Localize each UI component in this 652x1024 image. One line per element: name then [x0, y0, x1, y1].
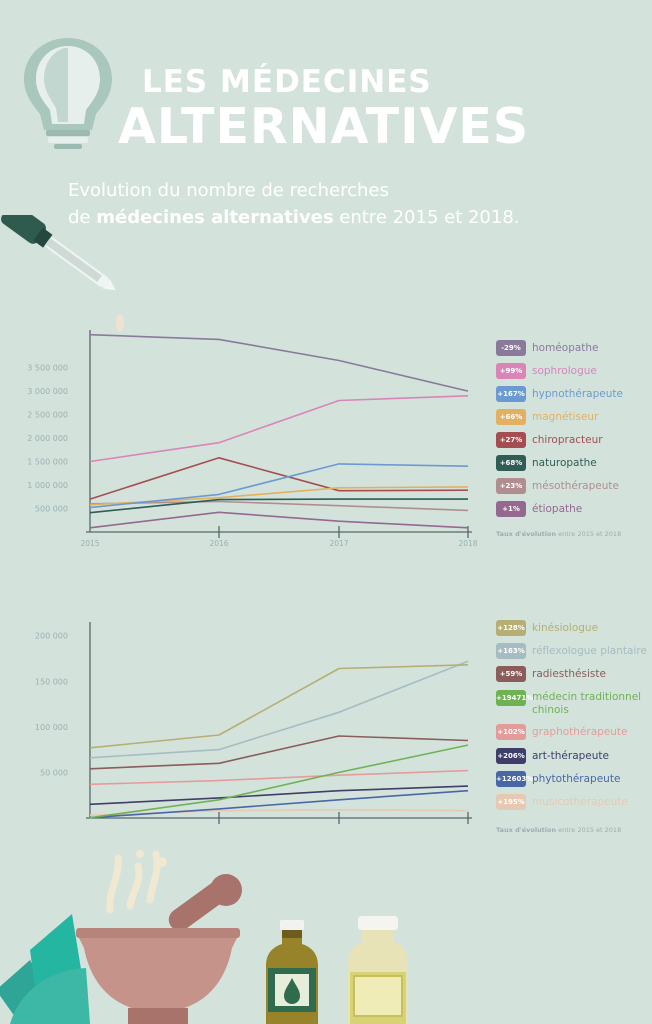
legend-item: +12603% phytothérapeute [496, 771, 620, 789]
series-line-2 [89, 735, 469, 770]
lightbulb-icon [24, 38, 112, 149]
page-title-line2: ALTERNATIVES [118, 98, 530, 155]
y-tick-label: 150 000 [35, 677, 68, 686]
legend-item: +27% chiropracteur [496, 432, 603, 450]
bottle-light-icon [348, 916, 408, 1024]
y-tick-label: 3 000 000 [27, 387, 68, 396]
series-line-2 [89, 463, 469, 509]
series-line-4 [89, 769, 469, 786]
legend-label: graphothérapeute [532, 726, 628, 738]
rate-badge: +206% [496, 748, 526, 764]
legend-item: +167% hypnothérapeute [496, 386, 623, 404]
legend-label: sophrologue [532, 365, 597, 377]
y-tick-label: 1 500 000 [27, 458, 68, 467]
series-line-1 [89, 660, 469, 759]
y-tick-label: 500 000 [35, 505, 68, 514]
legend-item: +59% radiesthésiste [496, 666, 606, 684]
legend-label: musicothérapeute [532, 796, 628, 808]
legend-item: +163% réflexologue plantaire [496, 643, 647, 661]
series-line-7 [89, 511, 469, 529]
chart-1: 2015 2016 2017 2018 500 000 1 000 000 1 500 00… [27, 330, 478, 548]
legend-item: +99% sophrologue [496, 363, 597, 381]
legend-item: +195% musicothérapeute [496, 794, 628, 812]
x-tick-label: 2015 [80, 539, 99, 548]
rate-badge: +27% [496, 432, 526, 448]
rate-badge: +12603% [496, 771, 533, 787]
legend-item: +68% naturopathe [496, 455, 597, 473]
subtitle-line1: Evolution du nombre de recherches [68, 180, 389, 201]
rate-badge: +102% [496, 724, 526, 740]
x-tick-label: 2018 [458, 539, 477, 548]
y-tick-label: 100 000 [35, 723, 68, 732]
rate-badge: +19471% [496, 690, 533, 706]
y-tick-label: 200 000 [35, 632, 68, 641]
series-line-4 [89, 457, 469, 500]
subtitle-line2: de médecines alternatives entre 2015 et … [68, 207, 520, 228]
rate-badge: +68% [496, 455, 526, 471]
x-tick-label: 2016 [209, 539, 228, 548]
rate-badge: +66% [496, 409, 526, 425]
legend-item: +128% kinésiologue [496, 620, 598, 638]
legend-item: +23% mésothérapeute [496, 478, 619, 496]
rate-badge: -29% [496, 340, 526, 356]
legend-label: naturopathe [532, 457, 597, 469]
series-line-1 [89, 395, 469, 463]
series-line-0 [89, 664, 469, 749]
rate-badge: +1% [496, 501, 526, 517]
legend-label: magnétiseur [532, 411, 599, 423]
legend-label: homéopathe [532, 342, 599, 354]
mortar-pestle-icon [0, 850, 242, 1024]
legend-footnote: Taux d'évolution entre 2015 et 2018 [496, 530, 622, 538]
series-line-5 [89, 785, 469, 806]
series-line-6 [89, 789, 469, 819]
rate-badge: +23% [496, 478, 526, 494]
page-subtitle: Evolution du nombre de recherches de méd… [68, 177, 520, 231]
legend-label: chiropracteur [532, 434, 603, 446]
rate-badge: +195% [496, 794, 526, 810]
legend-label: radiesthésiste [532, 668, 606, 680]
rate-badge: +59% [496, 666, 526, 682]
legend-item: +102% graphothérapeute [496, 724, 628, 742]
legend-label: réflexologue plantaire [532, 645, 647, 657]
series-line-6 [89, 500, 469, 512]
legend-item: +66% magnétiseur [496, 409, 598, 427]
legend-label: étiopathe [532, 503, 583, 515]
legend-label: phytothérapeute [532, 773, 621, 785]
rate-badge: +167% [496, 386, 526, 402]
legend-footnote: Taux d'évolution entre 2015 et 2018 [496, 826, 622, 834]
page-title-line1: LES MÉDECINES [142, 64, 432, 100]
legend-label: art-thérapeute [532, 750, 609, 762]
legend-label: mésothérapeute [532, 480, 619, 492]
series-line-3 [89, 744, 469, 819]
legend-item: +206% art-thérapeute [496, 748, 609, 766]
x-tick-label: 2017 [329, 539, 348, 548]
y-tick-label: 2 000 000 [27, 434, 68, 443]
legend-item: +1% étiopathe [496, 501, 582, 519]
dropper-icon [1, 215, 124, 332]
legend-label: hypnothérapeute [532, 388, 623, 400]
legend-label: kinésiologue [532, 622, 599, 634]
y-tick-label: 3 500 000 [27, 364, 68, 373]
y-tick-label: 2 500 000 [27, 411, 68, 420]
bottle-dark-icon [266, 920, 318, 1024]
legend-item: +19471% médecin traditionnel chinois [496, 690, 650, 716]
series-line-0 [89, 333, 469, 392]
legend-item: -29% homéopathe [496, 340, 599, 358]
legend-label: médecin traditionnel chinois [532, 691, 642, 716]
chart-2: 50 000 100 000 150 000 200 000 [35, 622, 472, 824]
y-tick-label: 1 000 000 [27, 481, 68, 490]
y-tick-label: 50 000 [40, 768, 68, 777]
rate-badge: +163% [496, 643, 526, 659]
rate-badge: +128% [496, 620, 526, 636]
rate-badge: +99% [496, 363, 526, 379]
series-line-5 [89, 498, 468, 514]
